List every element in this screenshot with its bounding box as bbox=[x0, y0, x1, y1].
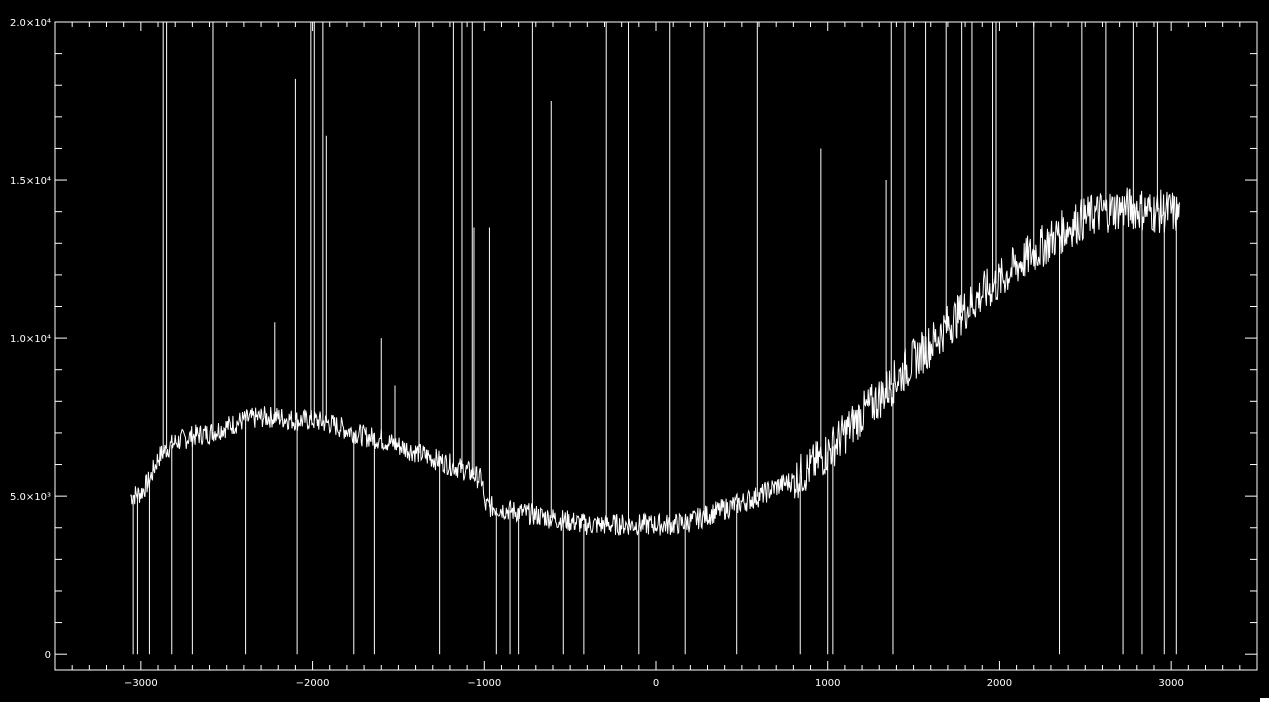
x-tick-label: 2000 bbox=[987, 678, 1012, 689]
y-tick-label: 1.5×10⁴ bbox=[10, 176, 51, 187]
plot-frame bbox=[54, 21, 1258, 671]
series-line bbox=[130, 187, 1180, 536]
corner-marker bbox=[1260, 698, 1269, 702]
x-tick-label: 0 bbox=[653, 678, 659, 689]
x-tick-label: −1000 bbox=[467, 678, 501, 689]
tick-marks bbox=[54, 21, 1258, 670]
data-series bbox=[130, 187, 1180, 536]
y-tick-label: 5.0×10³ bbox=[10, 492, 51, 503]
x-tick-label: 1000 bbox=[815, 678, 840, 689]
tick-labels: −3000 −2000 −1000 0 1000 2000 3000 0 5.0×10³ 1.0×… bbox=[10, 18, 1184, 689]
x-tick-label: −2000 bbox=[296, 678, 330, 689]
x-tick-label: −3000 bbox=[124, 678, 158, 689]
y-tick-label: 0 bbox=[45, 650, 51, 661]
y-tick-label: 2.0×10⁴ bbox=[10, 18, 51, 29]
spike-lines bbox=[132, 22, 1177, 655]
axes bbox=[54, 21, 1258, 671]
y-tick-label: 1.0×10⁴ bbox=[10, 334, 51, 345]
x-tick-label: 3000 bbox=[1158, 678, 1183, 689]
